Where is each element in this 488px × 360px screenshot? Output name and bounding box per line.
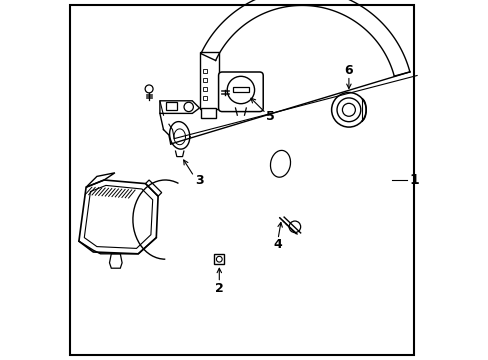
FancyBboxPatch shape [232,87,248,92]
FancyBboxPatch shape [203,96,206,100]
Text: 3: 3 [195,174,203,186]
FancyBboxPatch shape [70,5,413,355]
Text: 6: 6 [344,64,352,77]
Text: 1: 1 [408,173,418,187]
FancyBboxPatch shape [203,87,206,91]
FancyBboxPatch shape [218,72,263,112]
Text: 5: 5 [265,110,274,123]
FancyBboxPatch shape [166,102,177,110]
FancyBboxPatch shape [200,52,218,109]
FancyBboxPatch shape [201,108,215,118]
FancyBboxPatch shape [203,69,206,73]
FancyBboxPatch shape [214,254,224,264]
Text: 2: 2 [215,282,223,295]
Text: 4: 4 [273,238,282,251]
FancyBboxPatch shape [203,78,206,82]
